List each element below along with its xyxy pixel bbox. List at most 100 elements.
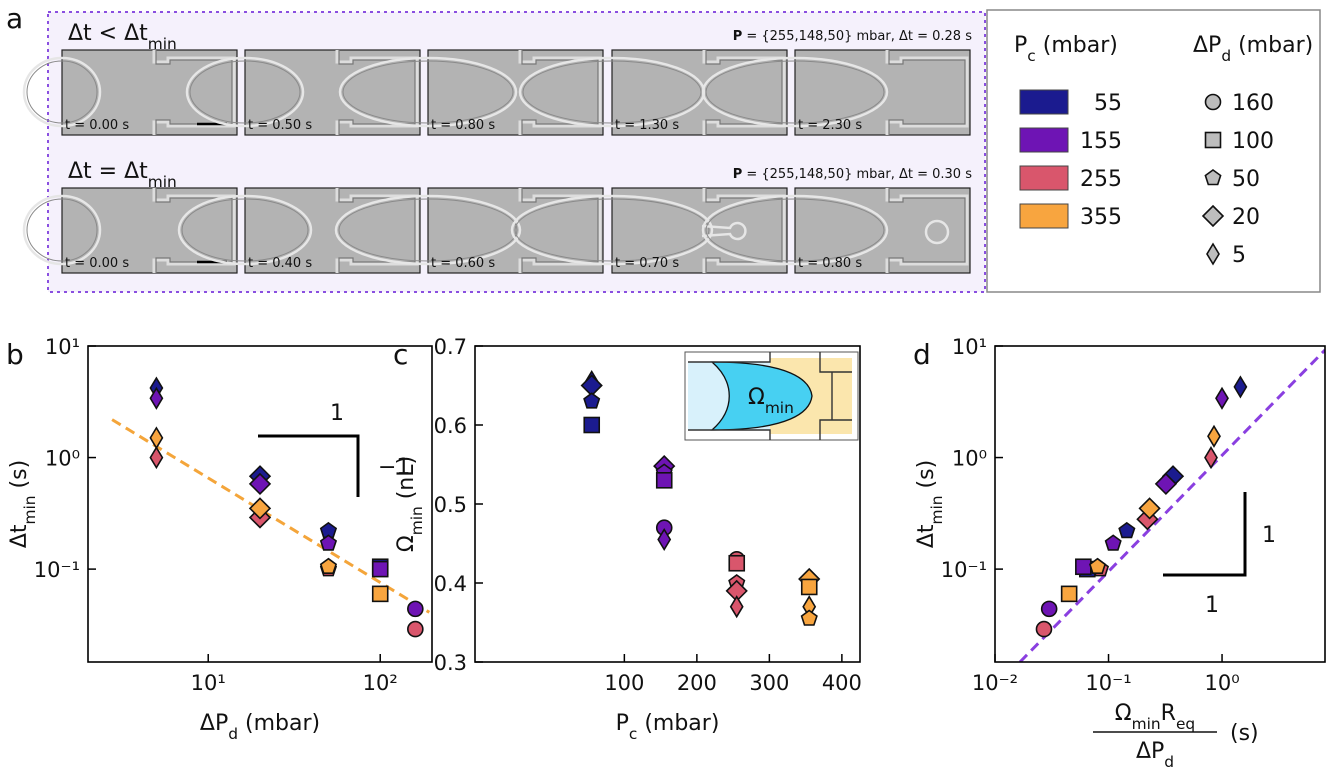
timestamp: t = 1.30 s bbox=[615, 118, 679, 133]
channel-wall-dark bbox=[705, 188, 783, 273]
legend-swatch bbox=[1019, 203, 1069, 229]
slope-triangle bbox=[258, 434, 360, 497]
marker bbox=[1075, 558, 1092, 576]
marker bbox=[1138, 497, 1161, 520]
label-part: Ω bbox=[394, 535, 419, 552]
marker bbox=[1035, 620, 1053, 638]
label-part: min bbox=[408, 506, 426, 535]
marker bbox=[729, 595, 744, 619]
label: ΔPd bbox=[1136, 739, 1174, 770]
slope-triangle bbox=[1163, 492, 1247, 577]
x-tick-label: 10² bbox=[363, 671, 398, 695]
x-tick-label: 200 bbox=[677, 671, 717, 695]
y-tick-label: 10⁻¹ bbox=[941, 558, 987, 582]
droplet-edge bbox=[342, 60, 514, 124]
label-part: ΔP bbox=[200, 711, 228, 736]
droplet-edge bbox=[338, 198, 518, 262]
marker bbox=[1104, 534, 1122, 551]
x-tick-label: 10⁻² bbox=[972, 671, 1018, 695]
marker bbox=[248, 497, 272, 520]
legend-label: 50 bbox=[1232, 167, 1260, 192]
micrograph: t = 0.80 s bbox=[338, 49, 604, 136]
label-part: (mbar) bbox=[1231, 33, 1313, 58]
timestamp: t = 0.80 s bbox=[798, 256, 862, 271]
legend-label: 55 bbox=[1094, 91, 1122, 116]
label-part: P bbox=[733, 167, 743, 182]
channel-wall bbox=[518, 188, 602, 273]
label-part: Ω bbox=[748, 385, 765, 410]
marker bbox=[655, 471, 673, 489]
channel-wall-dark bbox=[338, 188, 416, 273]
timestamp: t = 0.50 s bbox=[248, 118, 312, 133]
label-part: min bbox=[148, 173, 177, 191]
marker bbox=[1204, 131, 1222, 149]
marker bbox=[1118, 521, 1136, 539]
label-part: d bbox=[228, 725, 238, 743]
timestamp: t = 0.40 s bbox=[248, 256, 312, 271]
channel-wall bbox=[702, 188, 786, 273]
plot-frame bbox=[87, 345, 433, 663]
label-part: Δt < Δt bbox=[68, 21, 148, 46]
label-part: eq bbox=[1176, 715, 1195, 733]
y-tick-label: 0.6 bbox=[434, 414, 467, 438]
channel-wall-dark bbox=[338, 50, 416, 135]
marker bbox=[407, 620, 424, 638]
droplet-edge bbox=[181, 198, 309, 262]
y-tick-label: 10¹ bbox=[45, 335, 80, 359]
marker bbox=[149, 426, 164, 450]
marker bbox=[1233, 375, 1248, 399]
plot-frame bbox=[474, 345, 861, 663]
x-tick-label: 10¹ bbox=[191, 671, 226, 695]
inset bbox=[684, 351, 859, 441]
micrograph-bg bbox=[794, 49, 971, 136]
legend-label: 100 bbox=[1232, 129, 1274, 154]
marker bbox=[1204, 93, 1222, 111]
droplet-edge bbox=[189, 60, 301, 124]
y-tick-label: 0.5 bbox=[434, 493, 467, 517]
annotation: 1 bbox=[330, 401, 344, 426]
channel-wall-dark bbox=[155, 50, 233, 135]
y-tick-label: 0.7 bbox=[434, 335, 467, 359]
timestamp: t = 0.60 s bbox=[431, 256, 495, 271]
plot-frame bbox=[994, 345, 1326, 663]
channel-wall bbox=[152, 50, 236, 135]
droplet bbox=[334, 194, 522, 266]
droplet bbox=[22, 56, 102, 128]
marker bbox=[248, 472, 272, 496]
label: P = {255,148,50} mbar, Δt = 0.30 s bbox=[733, 167, 973, 182]
pinched-droplet bbox=[924, 219, 950, 245]
legend-swatch bbox=[1019, 89, 1069, 115]
label-part: Δt = Δt bbox=[68, 159, 148, 184]
timestamp: t = 0.00 s bbox=[65, 118, 129, 133]
legend-label: 5 bbox=[1232, 243, 1246, 268]
marker bbox=[1088, 557, 1107, 575]
channel-wall bbox=[702, 50, 786, 135]
y-tick-label: 10⁻¹ bbox=[34, 558, 80, 582]
marker bbox=[1206, 242, 1220, 266]
legend-swatch bbox=[1019, 165, 1069, 191]
droplet-edge bbox=[522, 60, 702, 124]
legend-label: 160 bbox=[1232, 91, 1274, 116]
marker bbox=[1040, 600, 1058, 618]
x-tick-label: 400 bbox=[822, 671, 862, 695]
y-tick-label: 10¹ bbox=[952, 335, 987, 359]
droplet bbox=[338, 56, 518, 128]
droplet-edge bbox=[514, 198, 710, 262]
channel-wall bbox=[885, 50, 969, 135]
label-part: P bbox=[616, 711, 629, 736]
channel-wall bbox=[335, 188, 419, 273]
droplet bbox=[177, 194, 313, 266]
channel-wall-dark bbox=[888, 188, 966, 273]
droplet-edge bbox=[705, 60, 885, 124]
legend-swatch bbox=[1019, 127, 1069, 153]
timestamp: t = 2.30 s bbox=[798, 118, 862, 133]
annotation: −1 bbox=[378, 455, 410, 480]
label-part: (s) bbox=[7, 460, 32, 496]
inset-droplet bbox=[710, 361, 813, 431]
label: ΩminReq bbox=[1115, 701, 1195, 733]
legend-label: 155 bbox=[1080, 129, 1122, 154]
marker bbox=[149, 386, 164, 410]
channel-wall-dark bbox=[521, 188, 599, 273]
timestamp: t = 0.00 s bbox=[65, 256, 129, 271]
